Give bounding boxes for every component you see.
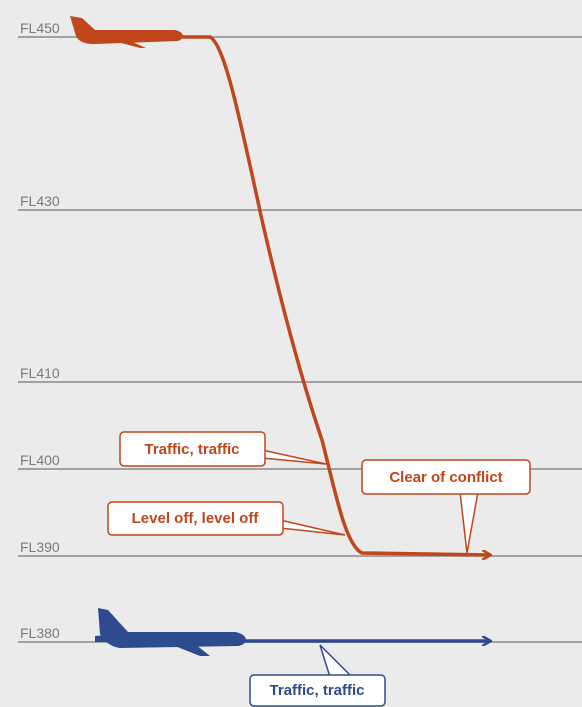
level-label: FL390 xyxy=(20,539,60,555)
callout: Level off, level off xyxy=(107,501,346,536)
level-label: FL430 xyxy=(20,193,60,209)
level-label: FL410 xyxy=(20,365,60,381)
level-label: FL450 xyxy=(20,20,60,36)
airliner-icon xyxy=(95,608,246,656)
callout-text: Clear of conflict xyxy=(389,469,502,486)
descent-path xyxy=(180,35,490,555)
callout-text: Traffic, traffic xyxy=(269,682,364,699)
jet-icon xyxy=(70,16,184,48)
callout-text: Traffic, traffic xyxy=(144,441,239,458)
callout: Clear of conflict xyxy=(361,459,531,554)
callout: Traffic, traffic xyxy=(119,431,327,467)
callout: Traffic, traffic xyxy=(249,644,386,707)
level-label: FL380 xyxy=(20,625,60,641)
level-label: FL400 xyxy=(20,452,60,468)
callout-text: Level off, level off xyxy=(132,510,260,527)
